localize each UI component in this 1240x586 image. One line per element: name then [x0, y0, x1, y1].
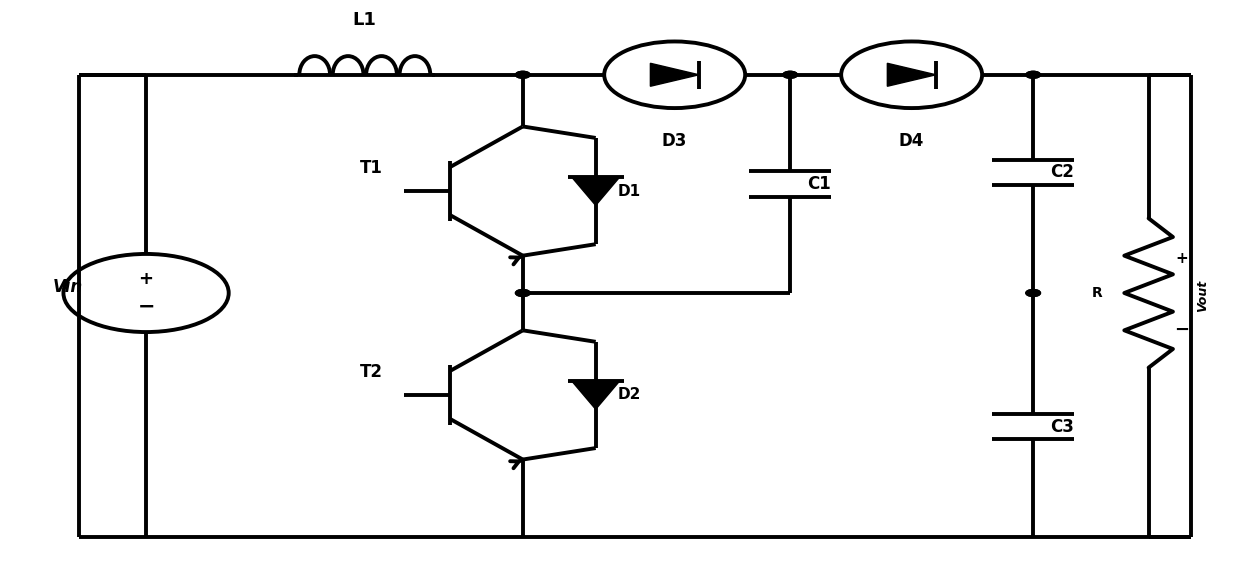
- Circle shape: [1025, 71, 1040, 78]
- Text: D2: D2: [618, 387, 641, 403]
- Text: L1: L1: [353, 11, 377, 29]
- Circle shape: [516, 71, 529, 78]
- Text: C2: C2: [1050, 163, 1074, 182]
- Text: −: −: [1174, 321, 1189, 339]
- Text: D3: D3: [662, 132, 687, 150]
- Text: Vout: Vout: [1197, 280, 1209, 312]
- Polygon shape: [650, 63, 699, 86]
- Text: D1: D1: [618, 183, 641, 199]
- Text: R: R: [1091, 286, 1102, 300]
- Polygon shape: [888, 63, 936, 86]
- Text: Vin: Vin: [52, 278, 83, 297]
- Circle shape: [1025, 289, 1040, 297]
- Circle shape: [516, 289, 529, 297]
- Circle shape: [516, 71, 529, 78]
- Circle shape: [516, 289, 529, 297]
- Text: T2: T2: [360, 363, 383, 381]
- Circle shape: [1025, 289, 1040, 297]
- Text: −: −: [138, 297, 155, 317]
- Circle shape: [782, 71, 797, 78]
- Polygon shape: [572, 380, 620, 409]
- Text: D4: D4: [899, 132, 924, 150]
- Text: C3: C3: [1050, 417, 1074, 435]
- Circle shape: [1025, 71, 1040, 78]
- Text: +: +: [139, 270, 154, 288]
- Polygon shape: [572, 177, 620, 206]
- Text: T1: T1: [360, 159, 383, 177]
- Circle shape: [782, 71, 797, 78]
- Text: +: +: [1176, 251, 1188, 266]
- Text: C1: C1: [807, 175, 831, 193]
